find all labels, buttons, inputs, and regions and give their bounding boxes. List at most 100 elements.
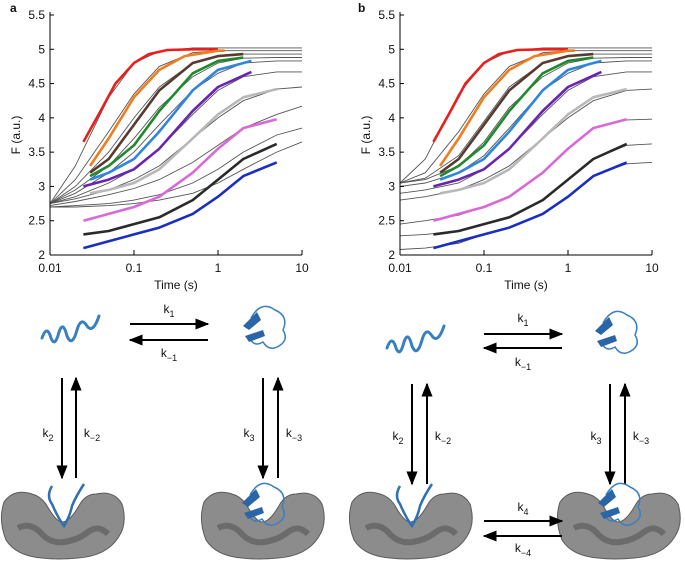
data-trace xyxy=(433,70,602,188)
data-trace xyxy=(432,48,568,143)
chaperone-shade xyxy=(364,522,459,546)
fit-line xyxy=(399,50,652,184)
rate-constant: k−2 xyxy=(435,429,451,446)
y-tick-label: 3 xyxy=(388,179,395,193)
rate-subscript: −4 xyxy=(521,548,531,558)
rate-subscript: −2 xyxy=(90,433,100,443)
panel-label: a xyxy=(10,1,17,15)
rate-subscript: 2 xyxy=(48,433,53,443)
rate-constant: k2 xyxy=(42,426,53,443)
rate-constant: k−1 xyxy=(161,346,177,363)
rate-symbol: k xyxy=(392,429,399,443)
rate-symbol: k xyxy=(517,311,524,325)
unfolded-protein xyxy=(385,324,446,354)
data-trace xyxy=(83,117,278,222)
y-tick-label: 2 xyxy=(388,248,395,262)
rate-constant: k1 xyxy=(163,302,174,319)
data-trace xyxy=(83,70,252,188)
y-tick-label: 5 xyxy=(388,42,395,56)
rate-constant: k2 xyxy=(392,429,403,446)
x-tick-label: 1 xyxy=(565,261,572,275)
rate-subscript: −3 xyxy=(639,436,649,446)
rate-constant: k−3 xyxy=(286,426,302,443)
rate-symbol: k xyxy=(633,429,640,443)
chaperone-shade xyxy=(16,522,111,546)
data-trace xyxy=(439,49,575,167)
data-trace xyxy=(439,87,628,195)
x-tick-label: 0.1 xyxy=(126,261,143,275)
rate-symbol: k xyxy=(84,426,91,440)
x-tick-label: 0.1 xyxy=(476,261,493,275)
x-axis-label: Time (s) xyxy=(154,278,198,292)
rate-symbol: k xyxy=(163,302,170,316)
fit-line xyxy=(49,127,303,208)
rate-subscript: 3 xyxy=(249,433,254,443)
y-tick-label: 3.5 xyxy=(28,145,45,159)
fit-line xyxy=(399,161,653,250)
y-axis-label: F (a.u.) xyxy=(359,116,373,155)
fit-line xyxy=(399,47,652,184)
rate-symbol: k xyxy=(517,500,524,514)
rate-symbol: k xyxy=(286,426,293,440)
rate-symbol: k xyxy=(161,346,168,360)
x-axis-label: Time (s) xyxy=(504,278,548,292)
x-tick-label: 0.01 xyxy=(38,261,62,275)
folded-protein-core xyxy=(598,489,620,519)
rate-subscript: 1 xyxy=(169,309,174,319)
rate-subscript: 4 xyxy=(523,507,528,517)
x-tick-label: 0.01 xyxy=(388,261,412,275)
data-trace xyxy=(89,52,244,174)
rate-subscript: 1 xyxy=(523,318,528,328)
folded-protein-core xyxy=(242,489,264,519)
data-trace xyxy=(89,59,252,181)
rate-symbol: k xyxy=(243,426,250,440)
rate-subscript: 3 xyxy=(596,436,601,446)
y-tick-label: 2.5 xyxy=(28,214,45,228)
fit-line xyxy=(49,53,302,204)
y-tick-label: 5.5 xyxy=(378,8,395,22)
fit-line xyxy=(49,47,302,204)
rate-constant: k−1 xyxy=(515,355,531,372)
rate-subscript: −3 xyxy=(292,433,302,443)
data-trace xyxy=(439,52,594,174)
rate-constant: k1 xyxy=(517,311,528,328)
data-trace xyxy=(83,142,278,236)
fit-line xyxy=(50,141,303,208)
rate-symbol: k xyxy=(515,541,522,555)
rate-subscript: −1 xyxy=(521,362,531,372)
rate-constant: k3 xyxy=(243,426,254,443)
rate-subscript: 2 xyxy=(398,436,403,446)
folded-protein-loop xyxy=(603,482,641,526)
rate-constant: k−3 xyxy=(633,429,649,446)
y-tick-label: 2 xyxy=(38,248,45,262)
y-axis-label: F (a.u.) xyxy=(9,116,23,155)
panel-label: b xyxy=(358,1,365,15)
data-trace xyxy=(83,161,278,250)
folded-protein-core xyxy=(595,317,617,347)
data-trace xyxy=(439,59,602,181)
y-tick-label: 3.5 xyxy=(378,145,395,159)
fit-line xyxy=(399,53,652,184)
rate-constant: k4 xyxy=(517,500,528,517)
rate-symbol: k xyxy=(435,429,442,443)
chaperone-shade xyxy=(572,522,667,546)
y-tick-label: 4.5 xyxy=(28,77,45,91)
rate-subscript: −2 xyxy=(441,436,451,446)
y-tick-label: 5.5 xyxy=(28,8,45,22)
y-tick-label: 4.5 xyxy=(378,77,395,91)
data-trace xyxy=(433,117,628,222)
x-tick-label: 1 xyxy=(215,261,222,275)
bound-protein xyxy=(395,483,434,529)
data-trace xyxy=(433,161,628,250)
data-trace xyxy=(82,48,218,143)
rate-symbol: k xyxy=(590,429,597,443)
x-tick-label: 10 xyxy=(645,261,659,275)
fit-line xyxy=(49,105,303,207)
bound-protein xyxy=(47,483,86,529)
y-tick-label: 5 xyxy=(38,42,45,56)
unfolded-protein xyxy=(40,314,101,344)
x-tick-label: 10 xyxy=(295,261,309,275)
rate-constant: k−2 xyxy=(84,426,100,443)
folded-protein-loop xyxy=(248,305,286,349)
